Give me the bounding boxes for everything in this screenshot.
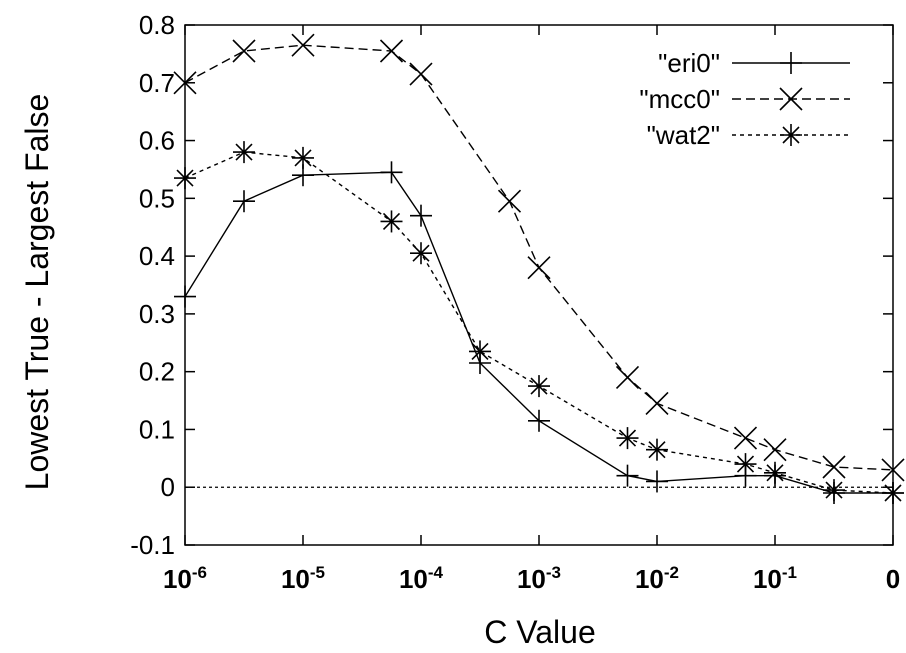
legend-label: "wat2" (647, 120, 720, 150)
data-point-star (764, 461, 786, 484)
y-tick-label: 0.3 (139, 299, 175, 329)
series-line (184, 151, 894, 494)
data-point-x (379, 39, 404, 63)
data-point-plus (410, 204, 432, 227)
y-tick-label: 0.6 (139, 126, 175, 156)
data-point-star (823, 479, 845, 502)
data-point-x (497, 189, 522, 213)
y-tick-label: 0.7 (139, 68, 175, 98)
data-point-star (233, 141, 255, 164)
y-axis-ticks: -0.1 0 0.1 0.2 0.3 0.4 0.5 0.6 0.7 0.8 (130, 10, 893, 560)
data-point-x (779, 87, 803, 111)
data-point-star (882, 482, 904, 504)
y-tick-label: 0.2 (139, 357, 175, 387)
data-point-x (881, 458, 905, 482)
x-tick-label: 10-6 (163, 563, 207, 594)
y-tick-label: 0.5 (139, 183, 175, 213)
series-2 (174, 141, 904, 504)
data-point-star (174, 167, 196, 190)
data-point-x (615, 365, 640, 390)
data-point-star (292, 146, 314, 169)
data-point-x (645, 391, 669, 416)
data-point-x (409, 62, 433, 86)
data-point-x (763, 438, 787, 462)
x-tick-label: 10-5 (281, 563, 325, 594)
data-point-star (646, 438, 668, 461)
data-point-star (380, 210, 403, 233)
data-point-plus (233, 190, 255, 213)
data-point-star (528, 375, 550, 398)
data-point-star (410, 242, 432, 265)
x-axis-ticks: 10-6 10-5 10-4 10-3 10-2 10-1 0 (163, 25, 900, 594)
data-point-x (527, 256, 551, 280)
data-point-star (616, 427, 639, 450)
y-tick-label: 0 (161, 472, 175, 502)
data-point-star (734, 453, 757, 476)
data-point-star (469, 340, 491, 363)
data-point-x (232, 39, 256, 63)
series-line (184, 44, 894, 471)
y-tick-label: 0.4 (139, 241, 175, 271)
x-tick-label: 0 (886, 564, 900, 594)
data-point-plus (646, 470, 668, 493)
data-point-plus (780, 52, 802, 74)
series-layer (173, 33, 905, 504)
y-tick-label: 0.8 (139, 10, 175, 40)
legend-label: "mcc0" (639, 84, 720, 114)
data-point-plus (380, 161, 403, 184)
x-axis-title: C Value (484, 614, 595, 650)
data-point-x (822, 455, 846, 479)
series-1 (173, 33, 905, 482)
x-tick-label: 10-1 (753, 563, 797, 594)
data-point-plus (528, 409, 550, 432)
series-0 (174, 161, 904, 504)
x-tick-label: 10-3 (517, 563, 561, 594)
y-axis-title: Lowest True - Largest False (19, 94, 55, 491)
y-tick-label: 0.1 (139, 414, 175, 444)
data-point-plus (616, 464, 639, 487)
data-point-x (291, 33, 315, 57)
y-tick-label: -0.1 (130, 530, 175, 560)
legend-label: "eri0" (658, 48, 720, 78)
data-point-x (733, 426, 758, 450)
series-line (184, 171, 893, 494)
data-point-plus (174, 285, 196, 308)
legend: "eri0" "mcc0" "wat2" (639, 48, 850, 150)
x-tick-label: 10-4 (399, 563, 444, 594)
data-point-star (780, 124, 802, 146)
x-tick-label: 10-2 (635, 563, 679, 594)
data-point-x (173, 71, 197, 95)
